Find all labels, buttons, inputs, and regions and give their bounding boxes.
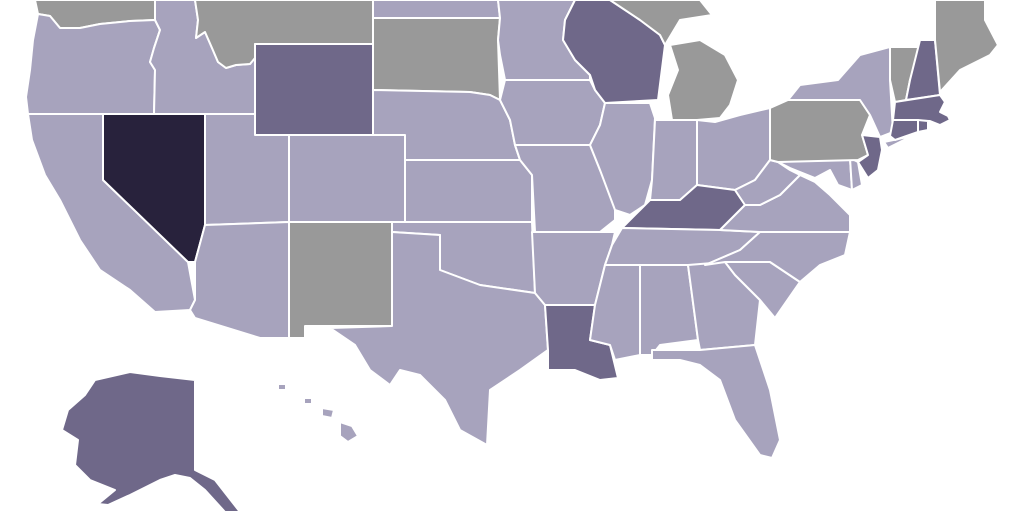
state-iowa[interactable]: [499, 79, 606, 146]
hawaii-island-kauai: [277, 383, 287, 391]
state-pennsylvania[interactable]: [769, 99, 871, 163]
state-indiana[interactable]: [649, 119, 698, 201]
state-alaska[interactable]: [61, 371, 241, 512]
state-texas[interactable]: [329, 231, 549, 446]
hawaii-island-big: [339, 421, 359, 443]
state-illinois[interactable]: [589, 102, 656, 216]
state-arizona[interactable]: [189, 221, 290, 339]
state-michigan-lower[interactable]: [667, 39, 739, 121]
state-south-dakota[interactable]: [372, 17, 501, 101]
state-north-carolina[interactable]: [704, 231, 851, 283]
state-florida[interactable]: [651, 344, 781, 459]
state-rhode-island[interactable]: [917, 119, 929, 133]
state-north-dakota[interactable]: [372, 0, 501, 19]
state-wyoming[interactable]: [254, 43, 374, 136]
state-michigan-upper[interactable]: [609, 0, 713, 46]
state-new-mexico[interactable]: [288, 221, 393, 339]
state-new-jersey[interactable]: [857, 134, 883, 179]
state-connecticut[interactable]: [889, 119, 919, 141]
hawaii-island-maui: [321, 407, 335, 419]
state-maine[interactable]: [934, 0, 999, 93]
state-west-virginia[interactable]: [734, 159, 801, 206]
state-colorado[interactable]: [288, 134, 406, 223]
state-kansas[interactable]: [404, 159, 533, 223]
state-hawaii[interactable]: [277, 383, 359, 443]
hawaii-island-oahu: [303, 397, 313, 405]
state-oregon[interactable]: [25, 13, 161, 115]
